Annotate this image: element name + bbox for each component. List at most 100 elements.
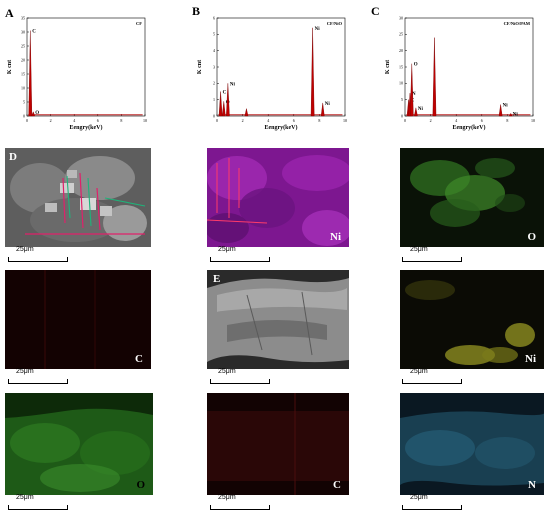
x-tick-label: 4: [455, 118, 457, 123]
y-axis-label: K cnt: [197, 60, 203, 74]
chart-legend: CF/NiO: [327, 21, 343, 26]
scale-bar-text: 25μm: [218, 494, 236, 501]
x-tick-label: 8: [506, 118, 508, 123]
eds-spectrum-cf-nio-pam: 0 5 10 15 20 25 30 0 2 4 6 8 10 Eengry(keV) K cnt CF/Ni…: [385, 15, 535, 131]
element-label-o: O: [527, 231, 536, 243]
peak-label: Ni: [503, 104, 509, 109]
spectrum-peak: [414, 107, 418, 117]
y-tick-label: 10: [399, 81, 403, 86]
eds-map-c-1: C: [5, 270, 151, 369]
sem-texture-d: [5, 148, 151, 247]
spectrum-peak: [218, 91, 223, 117]
x-tick-label: 8: [120, 118, 122, 123]
eds-map-o-2: O: [5, 393, 153, 495]
spectrum-peak: [508, 113, 513, 117]
peak-label: Ni: [513, 112, 519, 117]
panel-label-c: C: [371, 4, 380, 18]
scale-bar-text: 25μm: [16, 246, 34, 253]
x-tick-label: 2: [242, 118, 244, 123]
x-axis-label: Eengry(keV): [265, 124, 298, 131]
y-axis-label: K cnt: [7, 60, 13, 74]
x-tick-label: 10: [143, 118, 147, 123]
peak-label: Ni: [230, 82, 236, 87]
scale-bar-text: 25μm: [218, 368, 236, 375]
spectrum-peak: [498, 104, 503, 117]
y-tick-label: 20: [21, 57, 25, 62]
y-tick-label: 25: [399, 32, 403, 37]
scale-bar-e: 25μm: [210, 368, 270, 384]
x-tick-label: 2: [430, 118, 432, 123]
peak-label: O: [414, 63, 418, 68]
eds-map-o-1: O: [400, 148, 544, 247]
eds-map-ni-1: Ni: [207, 148, 349, 247]
element-label-ni: Ni: [330, 231, 341, 243]
spectrum-peak: [320, 102, 325, 117]
chart-legend: CF: [136, 21, 142, 26]
y-tick-label: 6: [213, 15, 215, 20]
sem-image-e: E: [207, 270, 349, 369]
y-tick-label: 4: [213, 48, 215, 53]
scale-bar-n-2: 25μm: [402, 494, 462, 510]
sem-image-d: D: [5, 148, 151, 247]
y-tick-label: 5: [23, 99, 25, 104]
y-tick-label: 30: [399, 15, 403, 20]
x-axis-label: Eengry(keV): [70, 124, 103, 131]
x-tick-label: 6: [293, 118, 295, 123]
eds-chart-cf: 0 5 10 15 20 25 30 35 0 2 4 6 8 10 Eengry(keV) K cnt CF C…: [5, 14, 155, 134]
y-tick-label: 5: [213, 32, 215, 37]
spectrum-peak: [244, 108, 249, 117]
element-label-c-2: C: [333, 479, 341, 491]
spectrum-peak: [432, 37, 437, 117]
x-tick-label: 0: [26, 118, 28, 123]
sem-texture-e: [207, 270, 349, 369]
eds-map-ni-2: Ni: [400, 270, 544, 369]
element-label-ni-2: Ni: [525, 353, 536, 365]
scale-bar-text: 25μm: [218, 246, 236, 253]
peak-label: N: [412, 92, 416, 97]
y-tick-label: 0: [23, 113, 25, 118]
x-tick-label: 0: [404, 118, 406, 123]
panel-label-a: A: [5, 6, 14, 20]
y-tick-label: 1: [213, 97, 215, 102]
plot-frame: [26, 17, 146, 117]
n-map-texture: [400, 393, 544, 495]
y-tick-label: 35: [21, 15, 25, 20]
y-axis-label: K cnt: [385, 60, 391, 74]
y-tick-label: 3: [213, 64, 215, 69]
o-map-texture: [400, 148, 544, 247]
y-tick-label: 0: [401, 113, 403, 118]
scale-bar-o-1: 25μm: [402, 246, 462, 262]
spectrum-peak: [409, 63, 414, 117]
scale-bar-ni-1: 25μm: [210, 246, 270, 262]
scale-bar-d: 25μm: [8, 246, 68, 262]
x-tick-label: 8: [318, 118, 320, 123]
c-map-texture: [5, 270, 151, 369]
scale-bar-text: 25μm: [410, 494, 428, 501]
peak-label: Ni: [418, 107, 424, 112]
eds-spectrum-cf: 0 5 10 15 20 25 30 35 0 2 4 6 8 10 Eengry(keV) K cnt CF C…: [7, 15, 147, 131]
x-tick-label: 4: [73, 118, 75, 123]
scale-bar-c-1: 25μm: [8, 368, 68, 384]
y-tick-label: 15: [21, 71, 25, 76]
peak-label: Ni: [315, 27, 321, 32]
ni-map-texture: [207, 148, 349, 247]
x-tick-label: 4: [267, 118, 269, 123]
panel-label-e: E: [213, 273, 221, 285]
x-tick-label: 10: [343, 118, 347, 123]
scale-bar-o-2: 25μm: [8, 494, 68, 510]
plot-frame: [404, 17, 534, 117]
spectrum-peak: [221, 101, 226, 117]
peak-label: C: [32, 30, 36, 35]
x-tick-label: 6: [97, 118, 99, 123]
y-tick-label: 2: [213, 81, 215, 86]
peak-label: C: [223, 91, 227, 96]
eds-map-n-2: N: [400, 393, 544, 495]
scale-bar-text: 25μm: [16, 494, 34, 501]
peak-label: O: [35, 111, 39, 116]
y-tick-label: 5: [401, 97, 403, 102]
spectrum-peak: [28, 30, 33, 117]
spectrum-peak: [310, 27, 315, 117]
element-label-o-2: O: [136, 479, 145, 491]
y-tick-label: 30: [21, 29, 25, 34]
